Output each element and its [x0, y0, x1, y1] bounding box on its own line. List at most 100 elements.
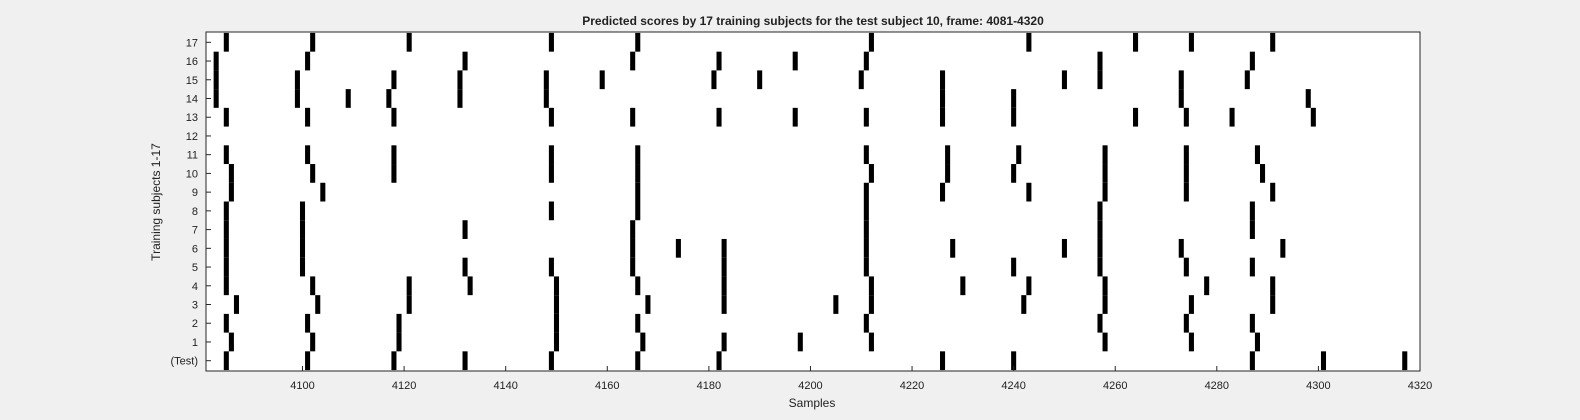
event-mark: [553, 295, 560, 314]
event-mark: [716, 351, 722, 371]
event-mark: [228, 332, 234, 352]
event-mark: [305, 51, 311, 71]
chart-title: Predicted scores by 17 training subjects…: [582, 14, 1044, 28]
event-mark: [792, 51, 798, 71]
event-mark: [1402, 351, 1408, 371]
event-mark: [305, 145, 311, 165]
event-mark: [1097, 201, 1103, 221]
event-mark: [863, 107, 869, 127]
y-tick-label: 4: [192, 281, 198, 293]
event-mark: [1229, 107, 1235, 127]
y-tick-label: 14: [186, 93, 198, 105]
event-mark: [950, 238, 956, 258]
event-mark: [1021, 295, 1027, 314]
event-mark: [213, 70, 219, 90]
event-mark: [630, 220, 636, 239]
event-mark: [548, 257, 554, 277]
event-mark: [315, 295, 321, 314]
event-mark: [863, 201, 869, 221]
event-mark: [1249, 51, 1255, 71]
event-mark: [797, 332, 803, 352]
event-mark: [863, 145, 869, 165]
y-axis-label: Training subjects 1-17: [149, 143, 163, 261]
event-mark: [1249, 313, 1255, 333]
event-mark: [1178, 70, 1184, 90]
event-mark: [391, 107, 397, 127]
event-mark: [1183, 107, 1189, 127]
x-tick-label: 4100: [290, 380, 314, 392]
event-mark: [960, 276, 966, 296]
event-mark: [305, 107, 311, 127]
x-tick-label: 4280: [1205, 380, 1229, 392]
x-tick-label: 4200: [798, 380, 822, 392]
event-mark: [1102, 182, 1108, 202]
event-mark: [548, 145, 554, 165]
event-mark: [345, 89, 351, 108]
y-tick-label: 17: [186, 37, 198, 49]
event-mark: [457, 70, 463, 90]
event-mark: [868, 32, 874, 52]
event-mark: [228, 164, 234, 183]
event-mark: [223, 257, 229, 277]
event-mark: [721, 238, 727, 258]
event-mark: [863, 220, 869, 239]
event-mark: [548, 351, 554, 371]
event-mark: [391, 145, 397, 165]
event-mark: [1188, 32, 1194, 52]
event-mark: [630, 257, 636, 277]
event-mark: [721, 332, 727, 352]
event-mark: [940, 182, 946, 202]
event-mark: [1102, 164, 1108, 183]
event-mark: [1011, 351, 1017, 371]
event-mark: [716, 51, 722, 71]
x-tick-label: 4220: [900, 380, 924, 392]
event-mark: [1011, 164, 1017, 183]
event-mark: [1026, 182, 1032, 202]
event-mark: [630, 51, 636, 71]
event-mark: [299, 257, 306, 277]
event-mark: [868, 295, 874, 314]
event-mark: [645, 295, 651, 314]
event-mark: [310, 164, 316, 183]
event-mark: [1026, 32, 1032, 52]
y-tick-label: (Test): [171, 356, 199, 368]
event-mark: [716, 107, 722, 127]
event-mark: [391, 70, 397, 90]
event-mark: [305, 351, 311, 371]
event-mark: [294, 89, 300, 108]
event-mark: [630, 238, 636, 258]
event-mark: [1102, 295, 1108, 314]
event-mark: [553, 276, 560, 296]
event-mark: [1102, 332, 1108, 352]
event-mark: [635, 351, 641, 371]
event-mark: [940, 351, 946, 371]
event-mark: [543, 89, 549, 108]
event-mark: [1178, 238, 1184, 258]
event-mark: [635, 182, 641, 202]
event-mark: [863, 257, 869, 277]
x-tick-label: 4180: [697, 380, 721, 392]
event-mark: [792, 107, 798, 127]
event-mark: [635, 201, 641, 221]
event-mark: [1183, 164, 1189, 183]
event-mark: [1249, 351, 1255, 371]
event-mark: [223, 201, 229, 221]
y-tick-label: 13: [186, 112, 198, 124]
event-mark: [945, 145, 951, 165]
event-mark: [675, 238, 681, 258]
x-tick-label: 4300: [1306, 380, 1330, 392]
event-mark: [1280, 238, 1286, 258]
event-mark: [1270, 276, 1276, 296]
y-tick-label: 12: [186, 131, 198, 143]
y-tick-label: 8: [192, 206, 198, 218]
event-mark: [228, 182, 234, 202]
event-mark: [868, 276, 874, 296]
event-mark: [299, 238, 306, 258]
event-mark: [1249, 201, 1255, 221]
event-mark: [223, 351, 229, 371]
event-mark: [1310, 107, 1316, 127]
event-mark: [635, 313, 641, 333]
event-mark: [1260, 164, 1266, 183]
event-mark: [635, 145, 641, 165]
